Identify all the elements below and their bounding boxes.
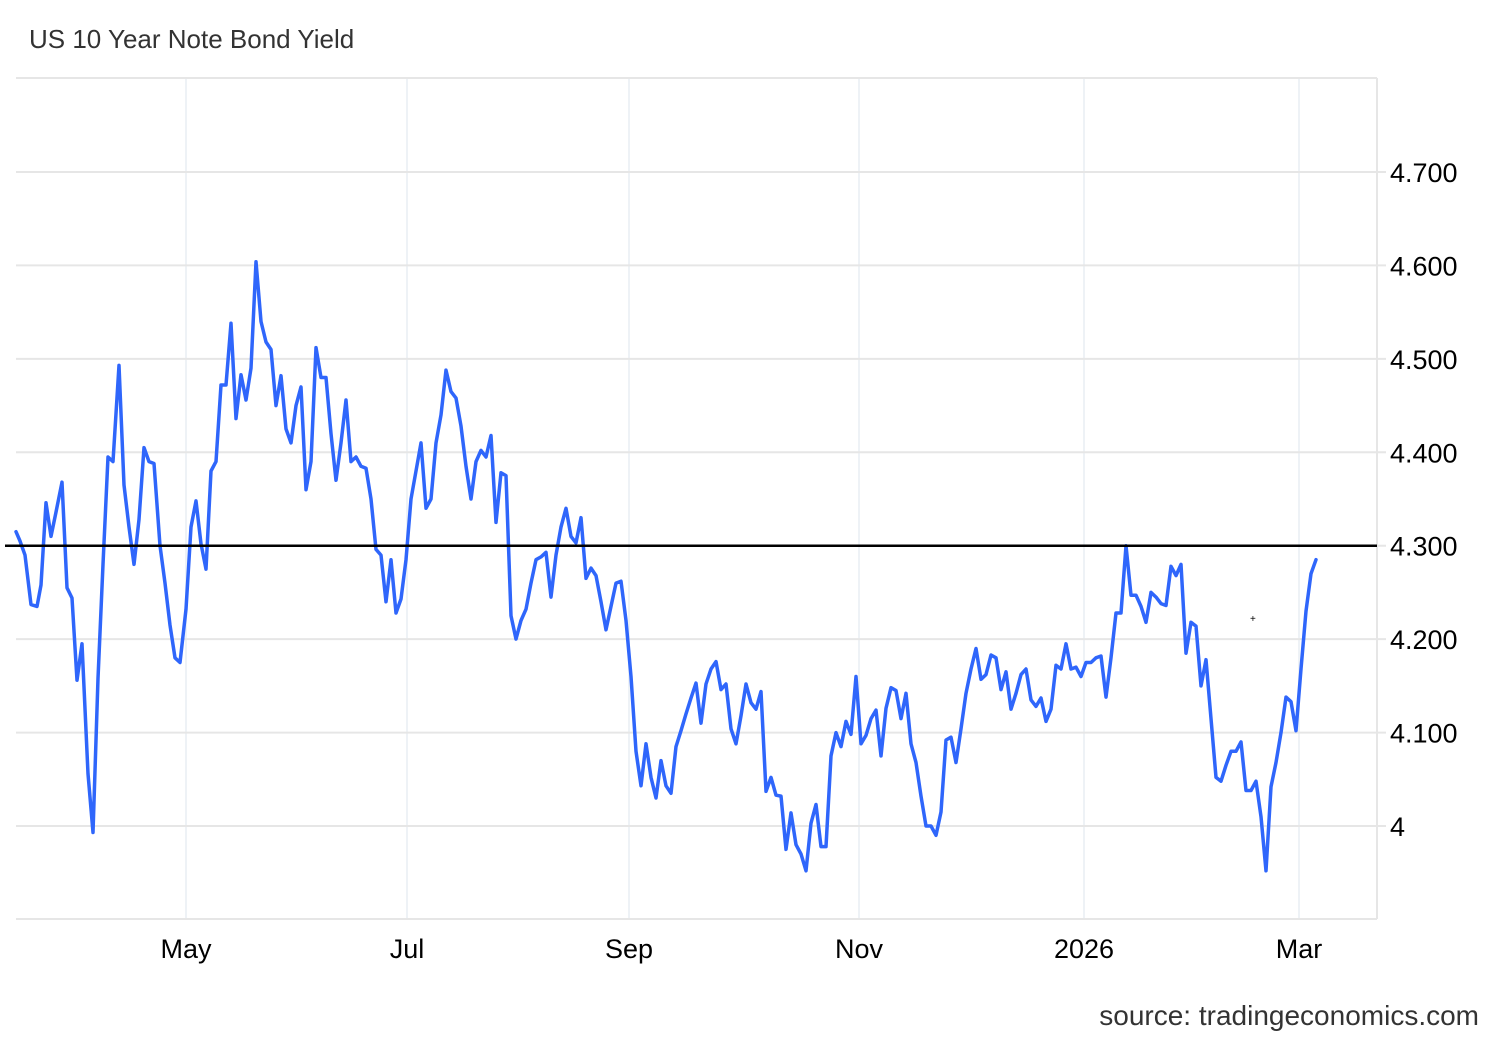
source-attribution: source: tradingeconomics.com	[1099, 1000, 1479, 1031]
y-tick-label: 4	[1390, 812, 1405, 842]
chart-area: 4.700 4.600 4.500 4.400 4.300 4.200 4.100 4 May…	[5, 77, 1458, 964]
x-tick-label: Nov	[835, 934, 884, 964]
y-axis-ticks: 4.700 4.600 4.500 4.400 4.300 4.200 4.100 4	[1390, 158, 1458, 842]
x-tick-label: Jul	[390, 934, 425, 964]
x-tick-label: 2026	[1054, 934, 1114, 964]
yield-line	[14, 259, 1318, 873]
x-tick-label: Mar	[1276, 934, 1323, 964]
x-tick-label: Sep	[605, 934, 653, 964]
chart-title: US 10 Year Note Bond Yield	[29, 24, 355, 54]
y-tick-label: 4.300	[1390, 532, 1458, 562]
y-tick-label: 4.200	[1390, 625, 1458, 655]
vertical-gridlines	[185, 78, 1300, 919]
y-tick-label: 4.100	[1390, 719, 1458, 749]
x-axis-ticks: May Jul Sep Nov 2026 Mar	[160, 934, 1322, 964]
y-tick-label: 4.400	[1390, 438, 1458, 468]
y-tick-label: 4.500	[1390, 345, 1458, 375]
cursor-marker: +	[1250, 614, 1256, 625]
y-tick-label: 4.700	[1390, 158, 1458, 188]
x-tick-label: May	[160, 934, 212, 964]
horizontal-gridlines	[16, 170, 1386, 827]
y-tick-label: 4.600	[1390, 251, 1458, 281]
